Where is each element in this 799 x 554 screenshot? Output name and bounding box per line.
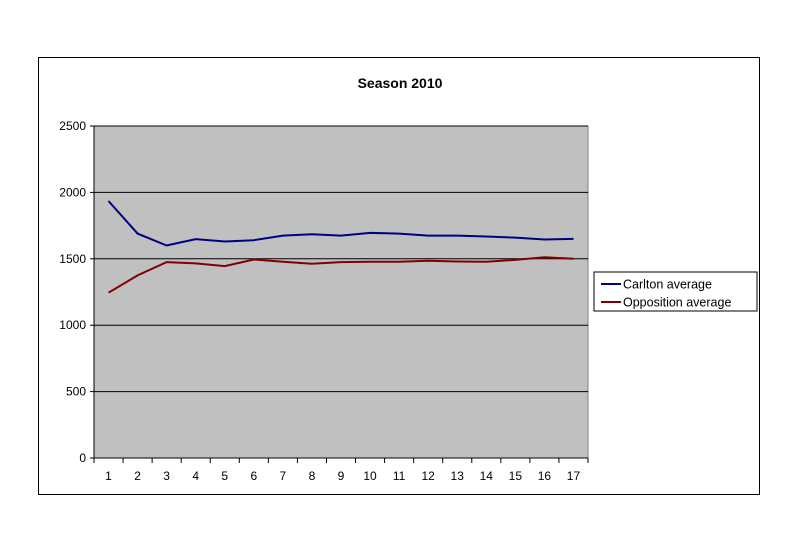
y-tick-label: 2500 xyxy=(59,119,86,133)
x-tick-label: 3 xyxy=(163,469,170,483)
legend-box xyxy=(593,271,758,312)
x-tick-label: 16 xyxy=(538,469,552,483)
y-tick-label: 0 xyxy=(79,451,86,465)
x-tick-label: 17 xyxy=(567,469,581,483)
y-tick-label: 1000 xyxy=(59,318,86,332)
x-tick-label: 7 xyxy=(280,469,287,483)
x-tick-label: 6 xyxy=(250,469,257,483)
x-tick-label: 12 xyxy=(421,469,435,483)
series-line-0 xyxy=(107,200,574,247)
x-tick-label: 15 xyxy=(509,469,523,483)
x-tick-label: 1 xyxy=(105,469,112,483)
x-tick-label: 2 xyxy=(134,469,141,483)
x-tick-label: 14 xyxy=(480,469,494,483)
x-tick-label: 10 xyxy=(363,469,377,483)
plot-area xyxy=(93,125,589,459)
y-tick-label: 500 xyxy=(66,385,86,399)
chart-title: Season 2010 xyxy=(358,75,443,91)
series-lines xyxy=(107,200,574,294)
x-tick-label: 9 xyxy=(338,469,345,483)
chart-area: Season 2010 0 500 1000 1500 2000 2500 1 2 3 4 5 6 7 8… xyxy=(38,57,760,495)
x-tick-label: 8 xyxy=(309,469,316,483)
legend-entry: Opposition average xyxy=(623,296,731,310)
x-tick-label: 11 xyxy=(393,469,406,483)
y-tick-label: 2000 xyxy=(59,185,86,199)
x-tick-label: 5 xyxy=(221,469,228,483)
y-tick-label: 1500 xyxy=(59,252,86,266)
x-tick-label: 4 xyxy=(192,469,199,483)
series-line-1 xyxy=(107,256,574,294)
gridlines xyxy=(94,125,588,393)
legend-entry: Carlton average xyxy=(623,278,712,292)
legend: Carlton average Opposition average xyxy=(593,271,758,312)
x-tick-label: 13 xyxy=(451,469,465,483)
